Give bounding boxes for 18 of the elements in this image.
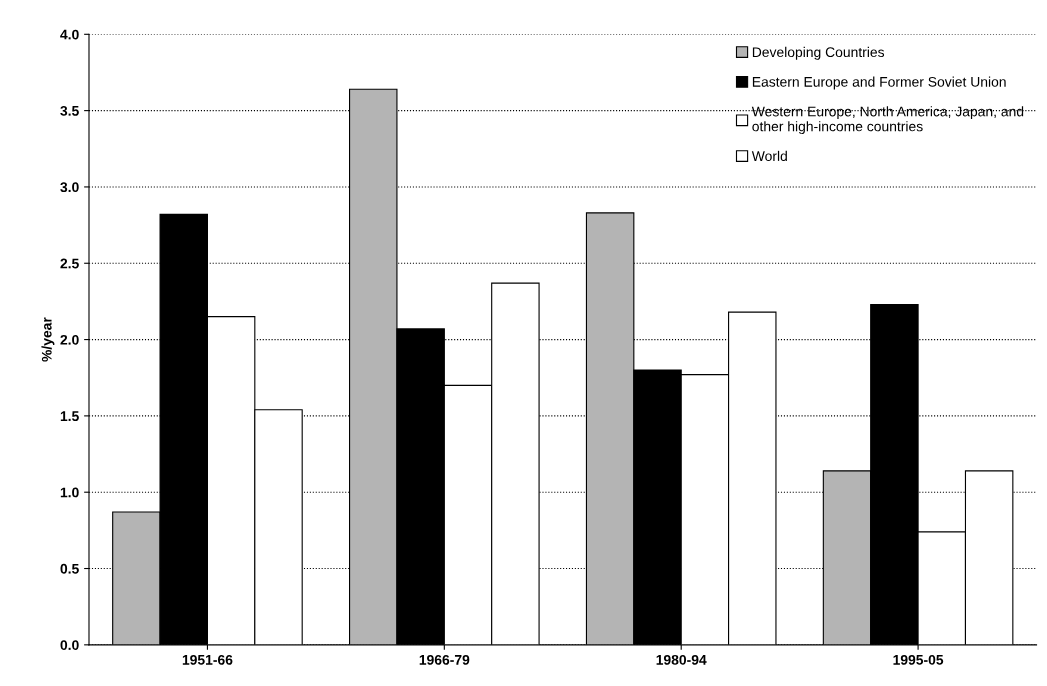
x-tick-label: 1966-79 xyxy=(419,654,470,665)
y-tick-label: 3.0 xyxy=(60,182,79,193)
y-tick-label: 0.0 xyxy=(60,640,79,651)
y-tick-label: 2.5 xyxy=(60,258,79,269)
legend-label: Western Europe, North America, Japan, and other high-income countries xyxy=(751,106,1024,135)
x-tick-label: 1951-66 xyxy=(182,654,233,665)
y-tick-label: 2.0 xyxy=(60,334,79,345)
y-tick-label: 0.5 xyxy=(60,563,79,574)
legend-label: World xyxy=(751,150,787,162)
y-tick-label: 4.0 xyxy=(60,29,79,40)
y-tick-label: 1.0 xyxy=(60,487,79,498)
y-axis-title: %/year xyxy=(41,317,55,362)
y-tick-label: 1.5 xyxy=(60,411,79,422)
legend-label: Developing Countries xyxy=(752,46,885,60)
x-tick-label: 1980-94 xyxy=(656,654,707,665)
legend-label: Eastern Europe and Former Soviet Union xyxy=(752,76,1006,90)
x-tick-label: 1995-05 xyxy=(893,654,944,665)
y-tick-label: 3.5 xyxy=(60,105,79,116)
